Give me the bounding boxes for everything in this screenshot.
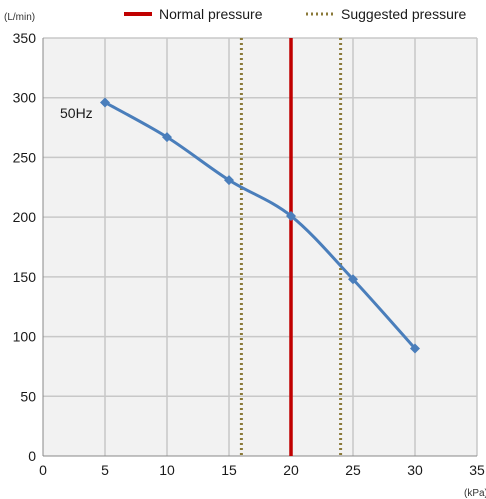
x-tick-label: 10 <box>159 462 175 478</box>
y-tick-label: 50 <box>20 388 36 404</box>
series-group <box>100 97 420 354</box>
y-tick-label: 300 <box>13 90 37 106</box>
data-point <box>286 210 296 221</box>
tick-labels: 0 50 100 150 200 250 300 350 0 5 10 15 20 25 30 35 <box>13 30 485 478</box>
x-tick-label: 30 <box>407 462 423 478</box>
axes <box>42 38 477 457</box>
legend-suggested-label: Suggested pressure <box>341 6 467 22</box>
data-point <box>162 132 172 143</box>
legend: Normal pressure Suggested pressure <box>124 6 467 22</box>
x-tick-label: 35 <box>469 462 485 478</box>
series-label: 50Hz <box>60 105 93 121</box>
series-line <box>104 101 417 350</box>
x-axis-unit: (kPa) <box>464 488 486 499</box>
x-tick-label: 20 <box>283 462 299 478</box>
y-tick-label: 100 <box>13 329 37 345</box>
y-tick-label: 200 <box>13 209 37 225</box>
reference-lines <box>239 38 343 456</box>
x-tick-label: 15 <box>221 462 237 478</box>
data-point <box>410 343 420 354</box>
y-tick-label: 150 <box>13 269 37 285</box>
y-axis-unit: (L/min) <box>4 12 35 23</box>
y-tick-label: 250 <box>13 149 37 165</box>
legend-normal-label: Normal pressure <box>159 6 263 22</box>
data-point <box>100 97 110 108</box>
x-tick-label: 0 <box>39 462 47 478</box>
data-point <box>224 175 234 186</box>
y-tick-label: 0 <box>28 448 36 464</box>
x-tick-label: 5 <box>101 462 109 478</box>
y-tick-label: 350 <box>13 30 37 46</box>
data-point <box>348 274 358 285</box>
x-tick-label: 25 <box>345 462 361 478</box>
